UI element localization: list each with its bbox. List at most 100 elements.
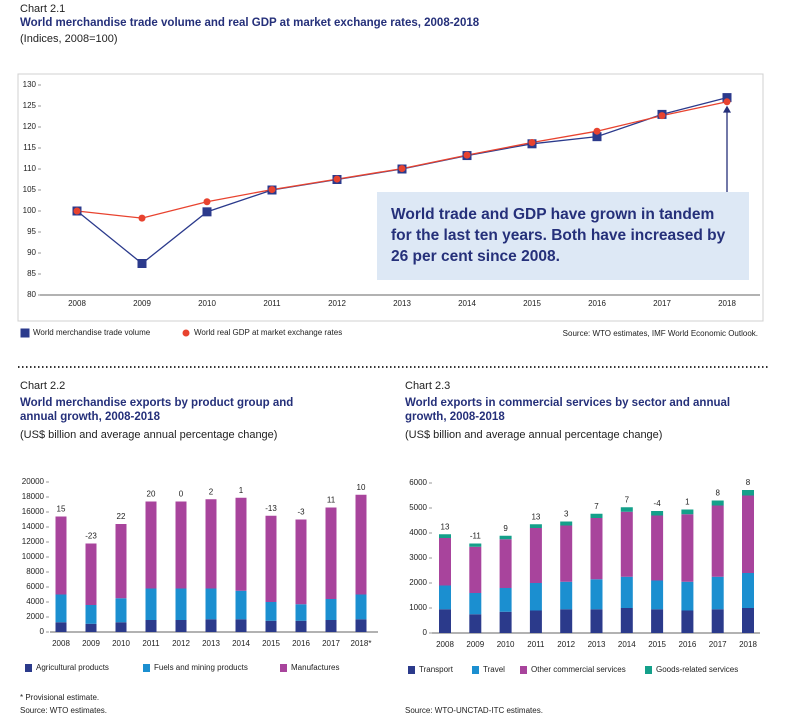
legend-label: Manufactures bbox=[291, 663, 339, 672]
bar-segment bbox=[560, 609, 573, 633]
bar-segment bbox=[560, 525, 573, 582]
chart-label: Chart 2.1 bbox=[20, 3, 66, 15]
bar-segment bbox=[529, 524, 542, 528]
growth-label: 13 bbox=[441, 522, 450, 531]
y-tick-label: 115 bbox=[23, 143, 36, 152]
legend-label: Agricultural products bbox=[36, 663, 109, 672]
marker bbox=[268, 186, 276, 194]
bar-segment bbox=[85, 623, 97, 632]
x-tick-label: 2017 bbox=[653, 299, 671, 308]
growth-label: -3 bbox=[297, 508, 305, 517]
marker bbox=[203, 198, 211, 206]
x-tick-label: 2012 bbox=[328, 299, 346, 308]
marker bbox=[20, 328, 30, 338]
bar-segment bbox=[325, 507, 337, 599]
bar-segment bbox=[145, 620, 157, 632]
legend-swatch bbox=[25, 664, 32, 672]
x-tick-label: 2014 bbox=[618, 640, 636, 649]
x-tick-label: 2008 bbox=[436, 640, 454, 649]
bar-segment bbox=[590, 609, 603, 633]
legend-swatch bbox=[280, 664, 287, 672]
source: Source: WTO-UNCTAD-ITC estimates. bbox=[405, 706, 543, 715]
legend-label: Other commercial services bbox=[531, 665, 626, 674]
bar-segment bbox=[265, 515, 277, 602]
bar-segment bbox=[499, 588, 512, 612]
x-tick-label: 2016 bbox=[679, 640, 697, 649]
marker bbox=[463, 151, 471, 159]
bar-segment bbox=[175, 501, 187, 589]
marker bbox=[593, 127, 601, 135]
legend-label: Travel bbox=[483, 665, 505, 674]
bar-segment bbox=[355, 494, 367, 595]
y-tick-label: 105 bbox=[23, 185, 37, 194]
y-tick-label: 0 bbox=[40, 627, 45, 636]
y-tick-label: 18000 bbox=[22, 492, 45, 501]
x-tick-label: 2018 bbox=[718, 299, 736, 308]
y-tick-label: 1000 bbox=[409, 603, 427, 612]
chart-title: World exports in commercial services by … bbox=[405, 397, 731, 423]
y-tick-label: 100 bbox=[23, 206, 37, 215]
marker bbox=[182, 329, 190, 337]
bar-segment bbox=[439, 585, 451, 610]
chart-title: World merchandise exports by product gro… bbox=[20, 397, 294, 423]
marker bbox=[592, 132, 602, 142]
y-tick-label: 20000 bbox=[22, 477, 45, 486]
bar-segment bbox=[499, 539, 512, 588]
bar-segment bbox=[711, 505, 724, 577]
x-tick-label: 2013 bbox=[393, 299, 411, 308]
chart-label: Chart 2.2 bbox=[20, 380, 66, 392]
bar-segment bbox=[265, 620, 277, 632]
bar-segment bbox=[651, 515, 664, 581]
legend-swatch bbox=[645, 666, 652, 674]
bar-segment bbox=[205, 588, 217, 620]
bar-segment bbox=[590, 513, 603, 518]
bar-segment bbox=[145, 501, 157, 589]
growth-label: -23 bbox=[85, 532, 97, 541]
growth-label: 1 bbox=[685, 498, 690, 507]
y-tick-label: 6000 bbox=[409, 478, 427, 487]
y-tick-label: 85 bbox=[27, 269, 36, 278]
growth-label: 7 bbox=[625, 495, 630, 504]
x-tick-label: 2011 bbox=[142, 639, 160, 648]
x-tick-label: 2012 bbox=[557, 640, 575, 649]
x-tick-label: 2018 bbox=[739, 640, 757, 649]
bar-segment bbox=[681, 509, 694, 515]
bar-segment bbox=[469, 543, 482, 547]
x-tick-label: 2017 bbox=[709, 640, 727, 649]
y-tick-label: 14000 bbox=[22, 522, 45, 531]
bar-segment bbox=[651, 580, 664, 610]
bar-segment bbox=[742, 573, 754, 608]
bar-segment bbox=[439, 538, 451, 586]
growth-label: 11 bbox=[327, 496, 336, 505]
growth-label: 15 bbox=[57, 505, 66, 514]
y-tick-label: 90 bbox=[27, 248, 36, 257]
legend-label: Transport bbox=[419, 665, 454, 674]
y-tick-label: 130 bbox=[23, 80, 37, 89]
bar-segment bbox=[681, 514, 694, 582]
bar-segment bbox=[55, 594, 67, 623]
y-tick-label: 95 bbox=[27, 227, 36, 236]
legend-swatch bbox=[520, 666, 527, 674]
y-tick-label: 2000 bbox=[26, 612, 44, 621]
x-tick-label: 2011 bbox=[263, 299, 281, 308]
bar-segment bbox=[55, 622, 67, 632]
bar-segment bbox=[590, 518, 603, 580]
x-tick-label: 2014 bbox=[458, 299, 476, 308]
legend-swatch bbox=[143, 664, 150, 672]
bar-segment bbox=[439, 534, 451, 538]
bar-segment bbox=[205, 619, 217, 632]
bar-segment bbox=[439, 609, 451, 633]
bar-segment bbox=[681, 581, 694, 611]
bar-segment bbox=[265, 602, 277, 621]
x-tick-label: 2009 bbox=[133, 299, 151, 308]
bar-segment bbox=[742, 608, 754, 633]
growth-label: 3 bbox=[564, 510, 569, 519]
x-tick-label: 2015 bbox=[262, 639, 280, 648]
source: Source: WTO estimates, IMF World Economi… bbox=[562, 329, 758, 338]
bar-segment bbox=[590, 579, 603, 610]
y-tick-label: 110 bbox=[23, 164, 36, 173]
marker bbox=[528, 139, 536, 147]
legend-label: Fuels and mining products bbox=[154, 663, 248, 672]
bar-segment bbox=[145, 588, 157, 620]
